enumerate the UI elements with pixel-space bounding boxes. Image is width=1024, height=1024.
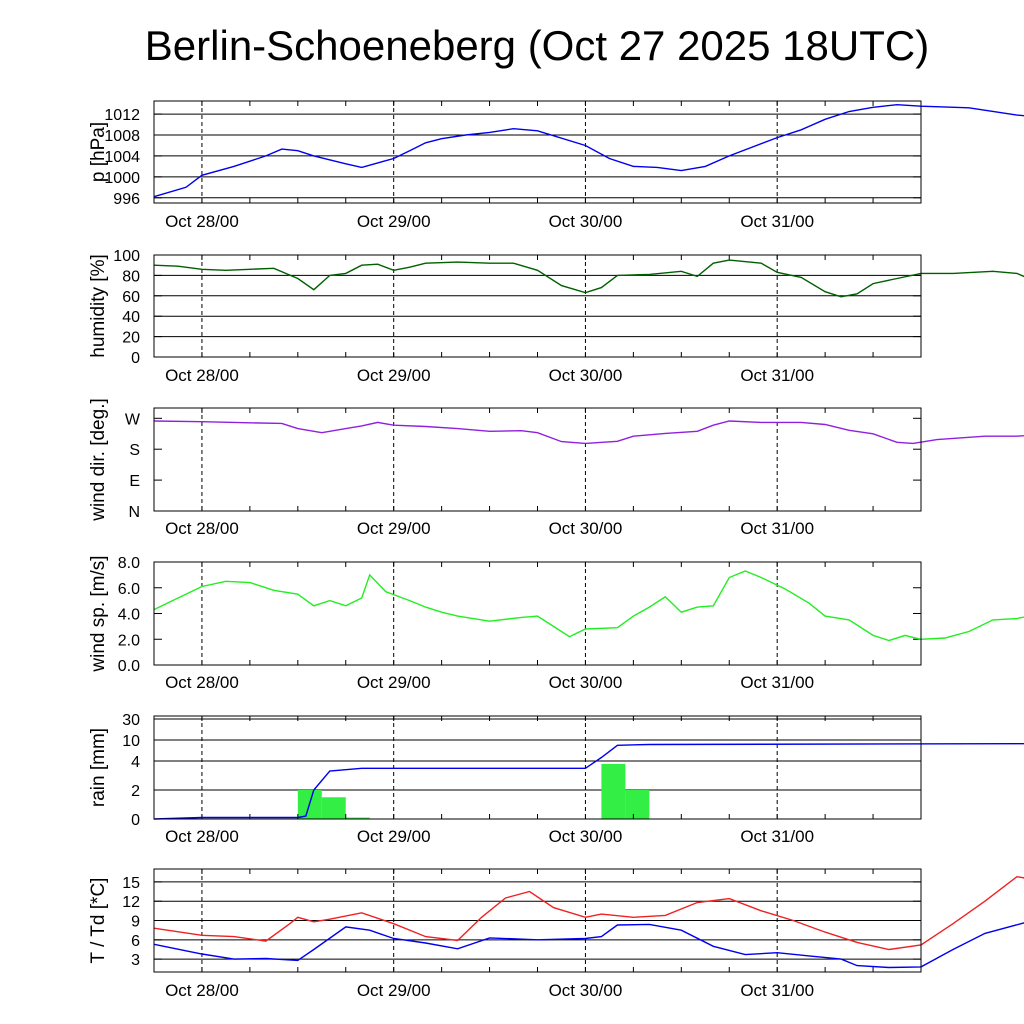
y-tick-label: 8.0: [118, 555, 140, 572]
plot-frame: [153, 407, 922, 512]
series-line: [153, 570, 1024, 642]
x-tick-label: Oct 30/00: [549, 212, 623, 231]
x-tick-label: Oct 29/00: [357, 212, 431, 231]
panel-rain: 0 2 4 10 30 rain [mm] Oct 28/00 Oct 29/00 Oct 30…: [88, 712, 1024, 846]
x-tick-label: Oct 31/00: [740, 827, 814, 846]
x-tick-label: Oct 28/00: [165, 366, 239, 385]
x-tick-label: Oct 30/00: [549, 366, 623, 385]
x-tick-label: Oct 29/00: [357, 519, 431, 538]
y-tick-label: 80: [122, 268, 140, 285]
x-tick-label: Oct 28/00: [165, 827, 239, 846]
rain-bar: [625, 790, 650, 819]
y-tick-label: W: [125, 411, 141, 428]
series-line: [153, 875, 1024, 951]
x-tick-label: Oct 30/00: [549, 519, 623, 538]
plot-frame: [153, 868, 922, 973]
x-tick-label: Oct 28/00: [165, 212, 239, 231]
y-tick-label: 0: [131, 350, 140, 367]
x-tick-label: Oct 29/00: [357, 827, 431, 846]
panel-wind_speed: 0.0 2.0 4.0 6.0 8.0 wind sp. [m/s] Oct 28/00 Oc…: [88, 555, 1024, 692]
x-tick-label: Oct 28/00: [165, 673, 239, 692]
y-tick-label: 9: [131, 914, 140, 931]
x-tick-label: Oct 28/00: [165, 519, 239, 538]
y-tick-label: 40: [122, 309, 140, 326]
x-tick-label: Oct 31/00: [740, 673, 814, 692]
y-tick-label: 1012: [104, 107, 140, 124]
y-axis-label: T / Td [*C]: [88, 878, 109, 964]
y-tick-label: N: [128, 504, 140, 521]
y-tick-label: 10: [122, 733, 140, 750]
x-tick-label: Oct 31/00: [740, 366, 814, 385]
y-tick-label: 20: [122, 330, 140, 347]
y-tick-label: 1008: [104, 128, 140, 145]
plot-frame: [153, 100, 922, 204]
rain-bar: [321, 797, 346, 819]
y-tick-label: 2.0: [118, 632, 140, 649]
x-tick-label: Oct 29/00: [357, 673, 431, 692]
y-tick-label: 1000: [104, 170, 140, 187]
x-tick-label: Oct 28/00: [165, 981, 239, 1000]
y-tick-label: 15: [122, 875, 140, 892]
x-tick-label: Oct 29/00: [357, 366, 431, 385]
y-tick-label: 60: [122, 289, 140, 306]
y-axis-label: humidity [%]: [88, 254, 109, 357]
page-title: Berlin-Schoeneberg (Oct 27 2025 18UTC): [144, 22, 930, 69]
y-tick-label: 100: [113, 248, 140, 265]
series-line: [153, 420, 1024, 445]
y-tick-label: 0: [131, 812, 140, 829]
plot-frame: [153, 561, 922, 666]
series-line: [153, 103, 1024, 198]
y-tick-label: 30: [122, 712, 140, 729]
y-tick-label: 4.0: [118, 607, 140, 624]
series-line: [153, 259, 1024, 298]
y-axis-label: wind sp. [m/s]: [88, 555, 109, 672]
x-tick-label: Oct 31/00: [740, 519, 814, 538]
panel-temperature: 3 6 9 12 15 T / Td [*C] Oct 28/00 Oct 29/00 Oct …: [88, 868, 1024, 1000]
rain-bar: [345, 817, 370, 819]
y-tick-label: 0.0: [118, 658, 140, 675]
y-axis-label: p [hPa]: [88, 122, 109, 182]
y-tick-label: 996: [113, 191, 140, 208]
y-tick-label: S: [129, 442, 140, 459]
y-tick-label: E: [129, 473, 140, 490]
y-tick-label: 2: [131, 783, 140, 800]
rain-bar: [601, 763, 626, 819]
x-tick-label: Oct 31/00: [740, 981, 814, 1000]
x-tick-label: Oct 31/00: [740, 212, 814, 231]
y-tick-label: 12: [122, 894, 140, 911]
x-tick-label: Oct 29/00: [357, 981, 431, 1000]
x-tick-label: Oct 30/00: [549, 981, 623, 1000]
y-axis-label: rain [mm]: [88, 728, 109, 807]
y-tick-label: 1004: [104, 149, 140, 166]
y-tick-label: 4: [131, 754, 140, 771]
x-tick-label: Oct 30/00: [549, 827, 623, 846]
y-tick-label: 3: [131, 952, 140, 969]
x-tick-label: Oct 30/00: [549, 673, 623, 692]
plot-frame: [153, 254, 922, 358]
y-axis-label: wind dir. [deg.]: [88, 398, 109, 522]
plot-frame: [153, 715, 922, 820]
y-tick-label: 6.0: [118, 581, 140, 598]
y-tick-label: 6: [131, 933, 140, 950]
series-line: [153, 742, 1024, 820]
